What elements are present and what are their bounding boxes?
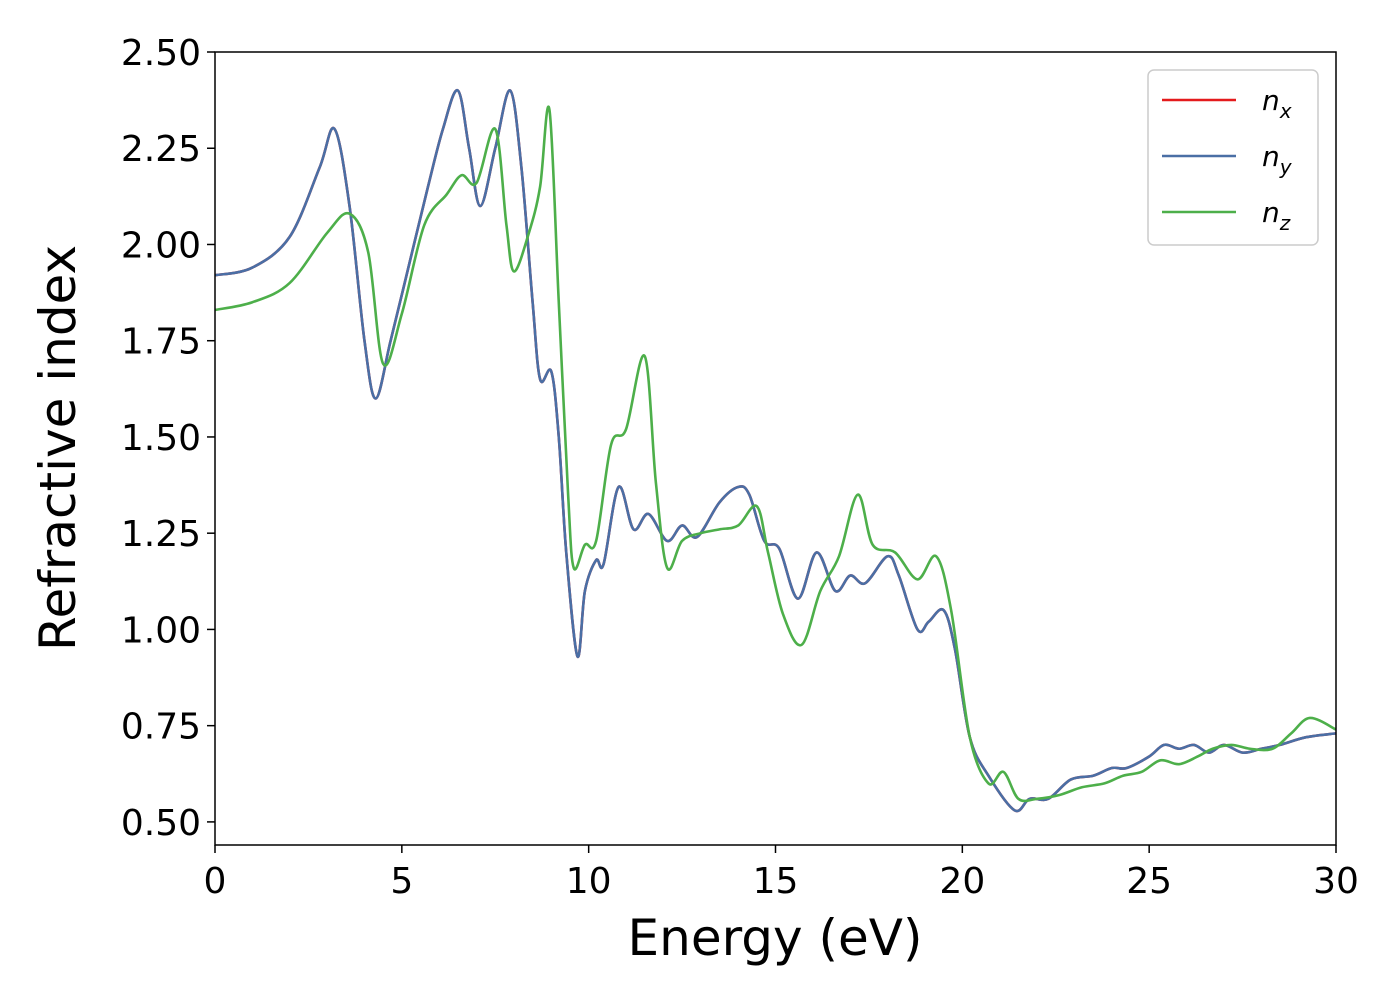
plot-lines — [215, 89, 1336, 813]
x-tick-label: 15 — [753, 861, 799, 902]
legend-box — [1147, 69, 1319, 246]
y-tick-label: 0.75 — [121, 707, 201, 748]
y-tick-label: 2.50 — [121, 33, 201, 74]
y-tick-label: 1.75 — [121, 322, 201, 363]
x-tick-label: 10 — [566, 861, 612, 902]
legend-subscript: x — [1279, 99, 1292, 123]
legend-label-nx: nx — [1262, 84, 1292, 123]
y-axis-title: Refractive index — [29, 245, 87, 651]
y-tick-label: 2.00 — [121, 225, 201, 266]
y-tick-label: 1.00 — [121, 610, 201, 651]
y-axis: 0.50 0.75 1.00 1.25 1.50 1.75 2.00 2.25 2.50 — [121, 33, 215, 844]
series-line-nz — [215, 105, 1336, 803]
x-tick-label: 30 — [1313, 861, 1359, 902]
legend-label-nz: nz — [1262, 196, 1291, 235]
x-tick-label: 20 — [939, 861, 985, 902]
y-tick-label: 1.50 — [121, 418, 201, 459]
x-tick-label: 5 — [390, 861, 413, 902]
y-tick-label: 0.50 — [121, 803, 201, 844]
y-tick-label: 2.25 — [121, 129, 201, 170]
legend: nx ny nz — [1147, 69, 1319, 246]
legend-label-ny: ny — [1262, 140, 1293, 179]
x-axis: 0 5 10 15 20 25 30 — [204, 845, 1359, 902]
y-tick-label: 1.25 — [121, 514, 201, 555]
x-tick-label: 0 — [204, 861, 227, 902]
legend-subscript: z — [1279, 211, 1291, 235]
x-tick-label: 25 — [1126, 861, 1172, 902]
series-line-ny — [215, 89, 1336, 813]
x-axis-title: Energy (eV) — [628, 909, 923, 967]
legend-subscript: y — [1279, 155, 1293, 179]
